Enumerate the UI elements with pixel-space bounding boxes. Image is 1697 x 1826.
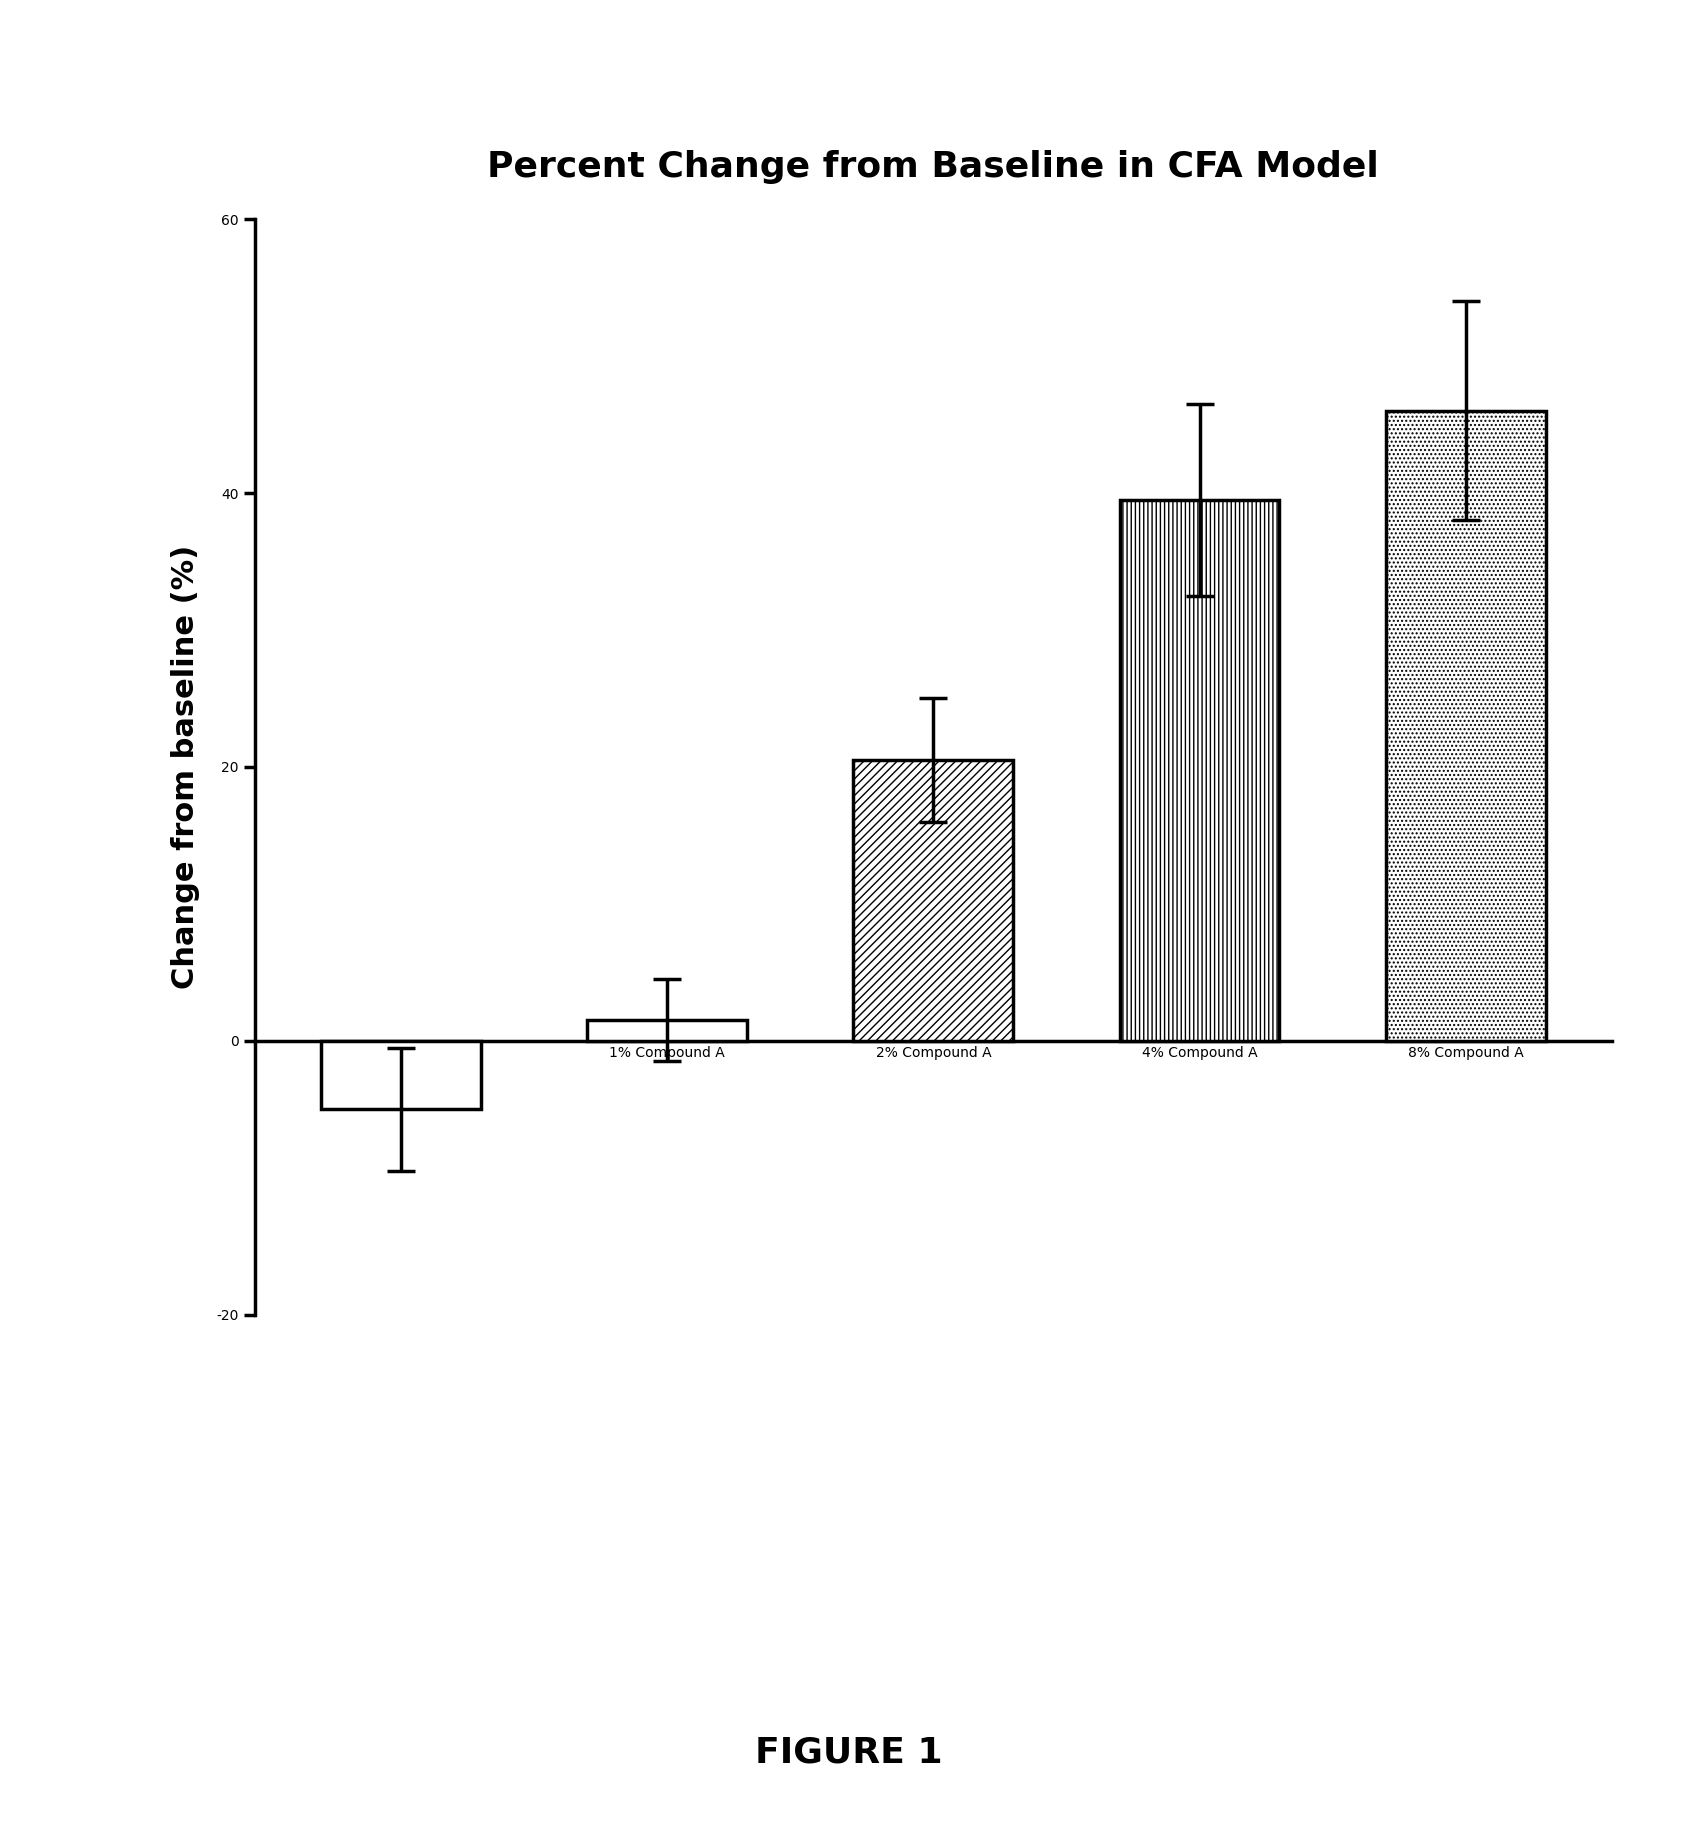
Text: FIGURE 1: FIGURE 1 xyxy=(755,1737,942,1769)
Bar xyxy=(854,760,1013,1041)
Bar xyxy=(1386,411,1546,1041)
Bar xyxy=(587,1021,747,1041)
Y-axis label: Change from baseline (%): Change from baseline (%) xyxy=(170,544,200,990)
Title: Percent Change from Baseline in CFA Model: Percent Change from Baseline in CFA Mode… xyxy=(487,150,1380,184)
Bar xyxy=(1120,500,1280,1041)
Bar xyxy=(321,1041,480,1110)
